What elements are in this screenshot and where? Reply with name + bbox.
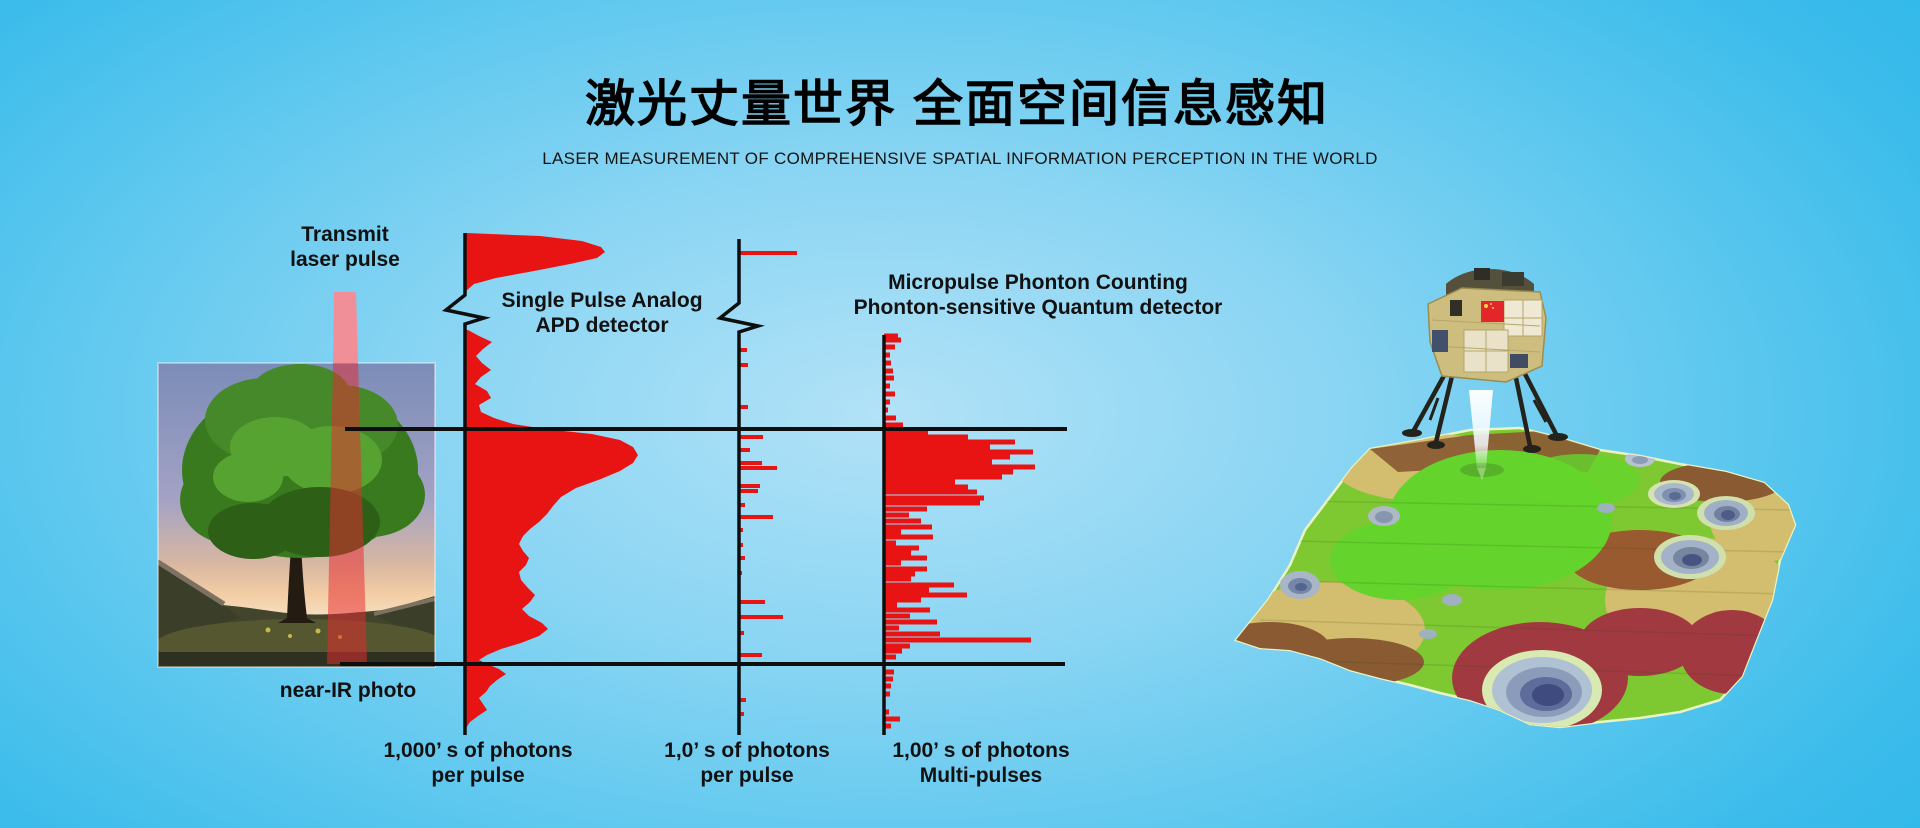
- quantum-detector-label: Micropulse Phonton Counting Phonton-sens…: [853, 271, 1223, 319]
- crater-small-2: [1648, 480, 1700, 508]
- axis1-caption: 1,000’ s of photons per pulse: [383, 739, 573, 787]
- terrain-elevation-map: [1233, 426, 1797, 729]
- lander-altimeter-beam: [1469, 390, 1493, 468]
- axis3-caption: 1,00’ s of photons Multi-pulses: [892, 739, 1070, 787]
- crater-left-edge: [1280, 571, 1320, 599]
- apd-detector-label: Single Pulse Analog APD detector: [501, 289, 703, 337]
- lander-legs: [1412, 370, 1558, 447]
- crater-mid-right: [1654, 535, 1726, 579]
- page-title: 激光丈量世界 全面空间信息感知: [585, 76, 1329, 132]
- crater-large: [1482, 650, 1602, 727]
- page-subtitle: LASER MEASUREMENT OF COMPREHENSIVE SPATI…: [542, 149, 1378, 168]
- near-ir-tree-photo: [157, 362, 436, 668]
- china-flag: [1481, 301, 1504, 322]
- mound-left: [1368, 506, 1400, 526]
- crater-right: [1697, 496, 1755, 530]
- axis2-caption: 1,0’ s of photons per pulse: [664, 739, 830, 787]
- lunar-lander-illustration: [1402, 268, 1568, 480]
- waveform-chart-layer: [340, 233, 1067, 735]
- transmit-laser-pulse-label: Transmit laser pulse: [290, 223, 400, 271]
- near-ir-photo-label: near-IR photo: [279, 679, 417, 702]
- laser-beam: [327, 292, 367, 664]
